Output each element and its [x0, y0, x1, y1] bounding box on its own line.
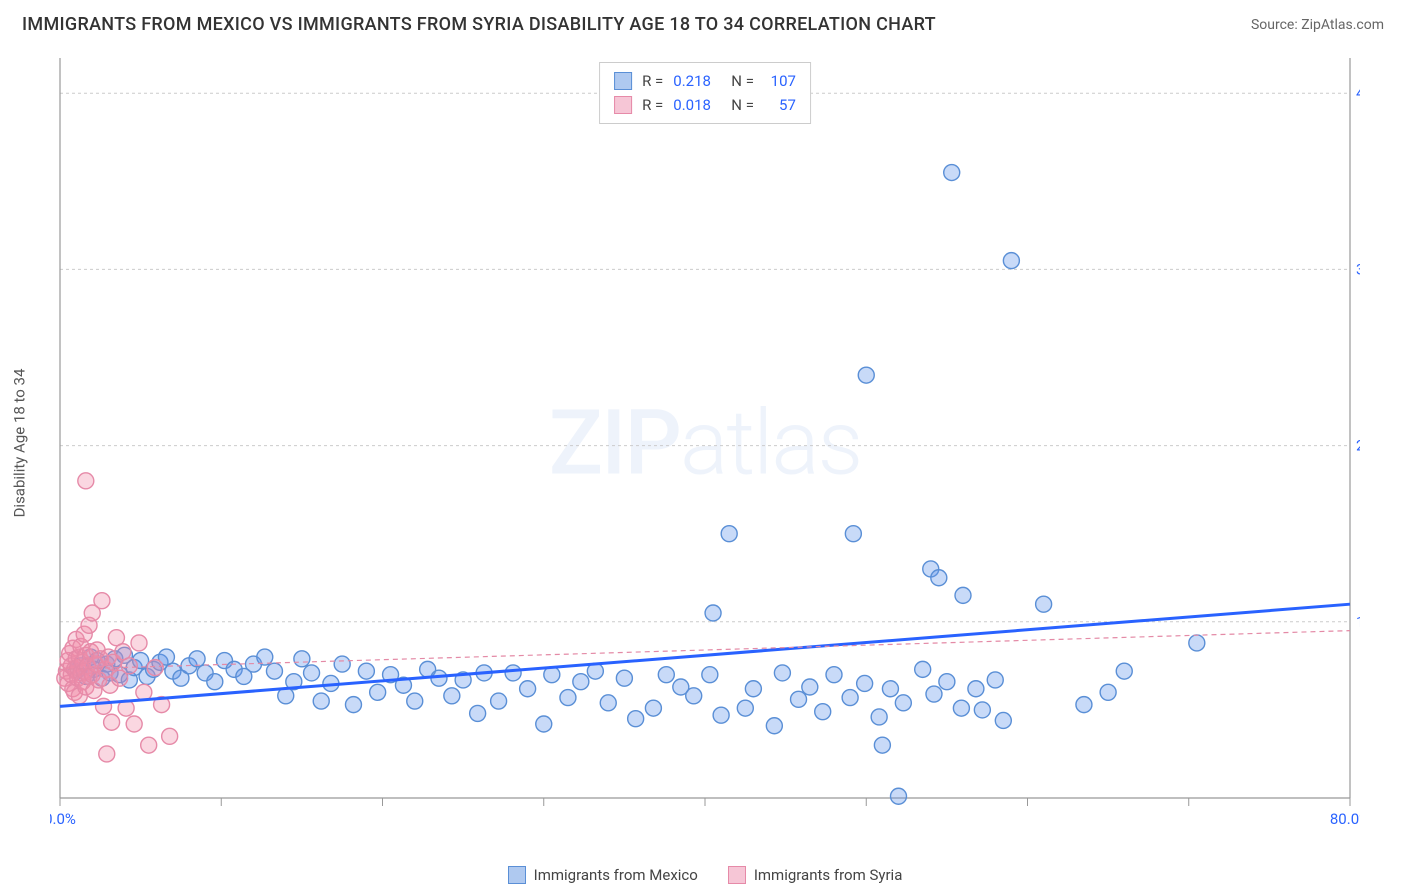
series-legend: Immigrants from Mexico Immigrants from Sy…	[50, 866, 1360, 884]
svg-text:30.0%: 30.0%	[1356, 260, 1360, 278]
legend-item: Immigrants from Mexico	[508, 866, 698, 884]
svg-text:10.0%: 10.0%	[1356, 613, 1360, 631]
scatter-chart: ZIPatlas 10.0%20.0%30.0%40.0%0.0%80.0% R…	[50, 58, 1360, 828]
svg-text:20.0%: 20.0%	[1356, 437, 1360, 455]
correlation-legend: R =0.218N =107R =0.018N =57	[599, 62, 811, 124]
legend-item: Immigrants from Syria	[728, 866, 903, 884]
chart-svg: 10.0% 20.0% 30.0% 40.0% 0.0% 80.0%	[50, 58, 1360, 828]
svg-text:80.0%: 80.0%	[1330, 810, 1360, 828]
legend-row: R =0.218N =107	[614, 69, 796, 93]
svg-text:40.0%: 40.0%	[1356, 84, 1360, 102]
legend-row: R =0.018N =57	[614, 93, 796, 117]
svg-text:0.0%: 0.0%	[50, 810, 76, 828]
source-attribution: Source: ZipAtlas.com	[1251, 17, 1384, 33]
page-title: IMMIGRANTS FROM MEXICO VS IMMIGRANTS FRO…	[22, 14, 936, 35]
y-axis-label: Disability Age 18 to 34	[10, 369, 28, 518]
